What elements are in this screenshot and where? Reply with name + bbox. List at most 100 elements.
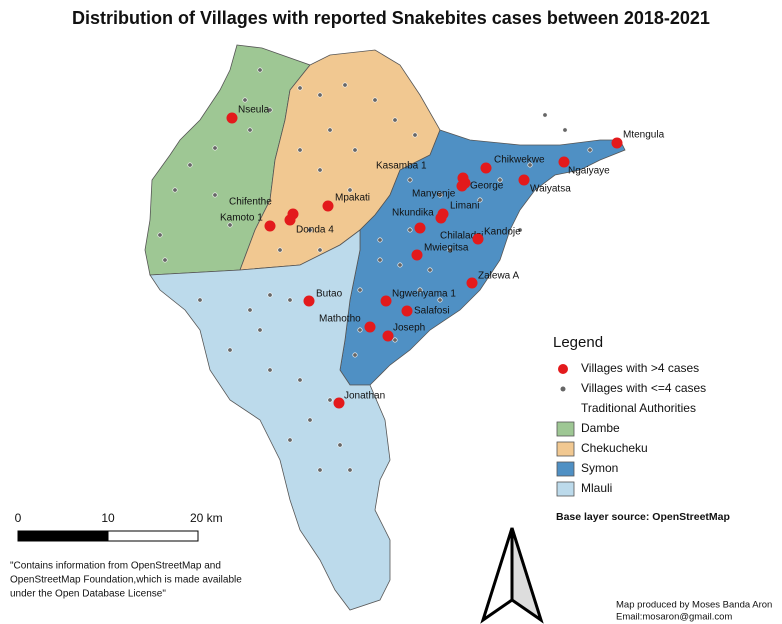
village-dot — [242, 97, 248, 103]
village-dot — [317, 167, 323, 173]
village-dot — [257, 67, 263, 73]
village-dot — [427, 267, 433, 273]
legend-label: Mlauli — [581, 481, 612, 495]
village-dot — [447, 247, 453, 253]
village-dot — [257, 327, 263, 333]
village-marker — [382, 330, 394, 342]
legend-swatch — [556, 461, 575, 477]
village-label: Zalewa A — [478, 271, 519, 282]
village-dot — [392, 337, 398, 343]
village-dot — [267, 292, 273, 298]
scale-label: 10 — [101, 511, 115, 525]
legend-label: Villages with <=4 cases — [581, 381, 706, 395]
village-label: Mathotho — [319, 314, 361, 325]
attribution: under the Open Database License" — [10, 589, 166, 600]
village-dot — [277, 247, 283, 253]
village-dot — [317, 92, 323, 98]
scale-bar — [17, 530, 109, 542]
legend-symbol — [560, 386, 566, 392]
village-dot — [407, 177, 413, 183]
village-dot — [397, 262, 403, 268]
village-dot — [297, 147, 303, 153]
village-dot — [497, 177, 503, 183]
village-dot — [417, 287, 423, 293]
village-dot — [297, 377, 303, 383]
legend-label: Chekucheku — [581, 441, 648, 455]
village-dot — [347, 187, 353, 193]
village-dot — [162, 257, 168, 263]
legend-symbol — [558, 364, 568, 374]
village-label: Joseph — [393, 323, 425, 334]
village-dot — [247, 307, 253, 313]
village-dot — [372, 97, 378, 103]
village-dot — [412, 132, 418, 138]
village-dot — [327, 397, 333, 403]
village-label: Butao — [316, 289, 343, 300]
village-dot — [392, 117, 398, 123]
village-marker — [611, 137, 623, 149]
legend-swatch — [556, 421, 575, 437]
village-marker — [480, 162, 492, 174]
village-dot — [357, 287, 363, 293]
village-dot — [542, 112, 548, 118]
village-dot — [287, 437, 293, 443]
village-label: Waiyatsa — [530, 184, 571, 195]
village-dot — [562, 127, 568, 133]
village-dot — [352, 147, 358, 153]
village-dot — [407, 227, 413, 233]
legend-title: Legend — [553, 334, 603, 351]
village-dot — [317, 467, 323, 473]
village-marker — [518, 174, 530, 186]
village-label: Ngwenyama 1 — [392, 289, 456, 300]
village-dot — [377, 257, 383, 263]
credit: Email:mosaron@gmail.com — [616, 612, 732, 623]
village-label: Mtengula — [623, 130, 665, 141]
legend-swatch — [556, 441, 575, 457]
village-dot — [437, 192, 443, 198]
village-dot — [287, 297, 293, 303]
village-dot — [347, 467, 353, 473]
village-marker — [303, 295, 315, 307]
village-label: George — [470, 181, 504, 192]
village-marker — [226, 112, 238, 124]
village-label: Nseula — [238, 105, 270, 116]
village-dot — [297, 85, 303, 91]
village-dot — [517, 227, 523, 233]
village-dot — [187, 162, 193, 168]
village-marker — [558, 156, 570, 168]
village-label: Chifenthe — [229, 197, 272, 208]
village-marker — [284, 214, 296, 226]
legend-label: Dambe — [581, 421, 620, 435]
village-marker — [322, 200, 334, 212]
legend-subtitle: Traditional Authorities — [581, 401, 696, 415]
legend-swatch — [556, 481, 575, 497]
village-label: Salafosi — [414, 306, 450, 317]
village-label: Chikwekwe — [494, 155, 545, 166]
village-label: Manyenje — [412, 189, 456, 200]
village-dot — [437, 297, 443, 303]
village-dot — [337, 442, 343, 448]
village-dot — [227, 222, 233, 228]
village-label: Limani — [450, 201, 479, 212]
village-label: Nkundika — [392, 208, 434, 219]
village-marker — [466, 277, 478, 289]
legend-label: Villages with >4 cases — [581, 361, 699, 375]
village-dot — [377, 237, 383, 243]
credit: Map produced by Moses Banda Aron — [616, 600, 772, 611]
village-dot — [477, 197, 483, 203]
village-marker — [380, 295, 392, 307]
village-marker — [411, 249, 423, 261]
village-marker — [364, 321, 376, 333]
village-marker — [456, 180, 468, 192]
village-label: Kasamba 1 — [376, 161, 427, 172]
village-dot — [227, 347, 233, 353]
village-label: Kamoto 1 — [220, 213, 263, 224]
village-dot — [212, 192, 218, 198]
village-label: Chilaladzi — [440, 231, 483, 242]
village-marker — [414, 222, 426, 234]
village-dot — [352, 352, 358, 358]
village-label: Donda 4 — [296, 225, 334, 236]
scale-label: 20 km — [190, 511, 223, 525]
village-dot — [307, 417, 313, 423]
